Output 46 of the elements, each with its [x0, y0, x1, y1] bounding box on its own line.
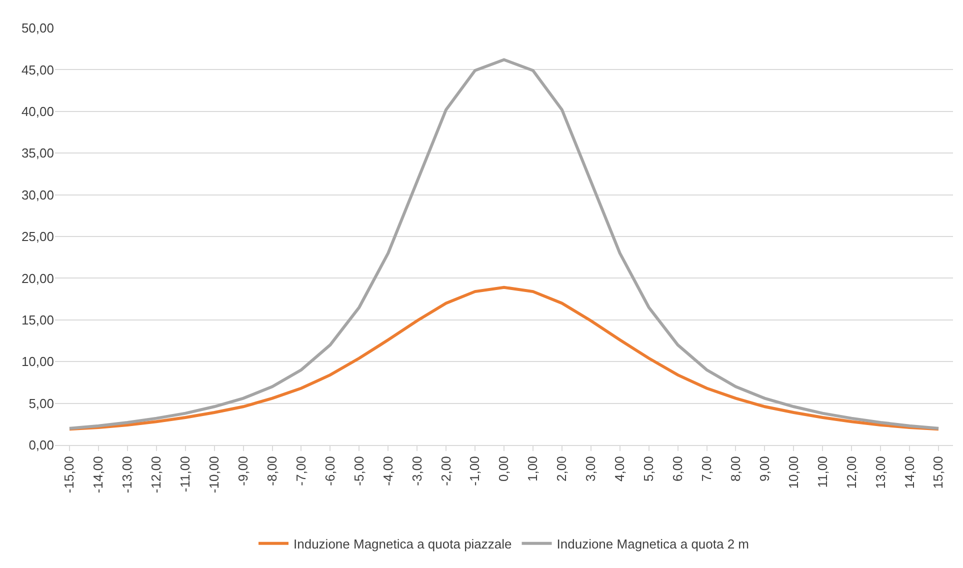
x-tick-label: -1,00	[467, 456, 482, 486]
legend-label: Induzione Magnetica a quota piazzale	[294, 536, 512, 552]
x-tick-label: 9,00	[756, 456, 772, 482]
x-tick-label: -10,00	[206, 456, 222, 494]
y-tick-label: 15,00	[21, 312, 54, 328]
x-tick-label: 5,00	[641, 456, 656, 482]
x-tick-label: -12,00	[148, 456, 164, 494]
x-tick-label: 7,00	[698, 456, 714, 482]
x-tick-label: 10,00	[786, 456, 801, 489]
x-tick-label: 3,00	[583, 456, 598, 482]
x-tick-label: -14,00	[90, 456, 106, 494]
x-tick-label: -13,00	[120, 456, 135, 494]
y-tick-label: 5,00	[28, 396, 54, 411]
y-tick-label: 45,00	[21, 62, 54, 78]
legend-label: Induzione Magnetica a quota 2 m	[556, 536, 750, 552]
x-tick-label: -4,00	[380, 456, 396, 486]
x-tick-label: 2,00	[554, 456, 570, 482]
x-tick-label: 15,00	[930, 456, 946, 489]
x-tick-label: -6,00	[322, 456, 338, 486]
y-tick-label: 10,00	[21, 354, 54, 370]
x-tick-label: 1,00	[525, 456, 540, 482]
x-tick-label: 12,00	[844, 456, 859, 489]
y-tick-label: 35,00	[21, 146, 54, 161]
x-tick-label: 4,00	[612, 456, 628, 482]
x-tick-label: 13,00	[872, 456, 888, 489]
x-tick-label: -5,00	[351, 456, 366, 486]
x-tick-label: -2,00	[438, 456, 454, 486]
x-tick-label: 8,00	[728, 456, 743, 482]
x-tick-label: 11,00	[814, 456, 830, 488]
line-series	[68, 58, 940, 430]
y-tick-label: 40,00	[21, 104, 54, 119]
line-series	[68, 286, 940, 431]
x-tick-label: -8,00	[264, 456, 280, 486]
x-tick-label: -15,00	[62, 456, 77, 494]
y-tick-label: 20,00	[21, 270, 54, 286]
x-tick-label: -7,00	[293, 456, 308, 486]
x-tick-label: -11,00	[178, 456, 193, 492]
x-tick-label: 0,00	[496, 456, 512, 482]
x-tick-label: -3,00	[409, 456, 424, 486]
y-tick-label: 0,00	[28, 438, 54, 453]
y-tick-label: 30,00	[21, 187, 54, 202]
y-tick-label: 25,00	[21, 229, 54, 244]
x-tick-label: -9,00	[236, 456, 251, 486]
x-tick-label: 6,00	[670, 456, 686, 482]
y-tick-label: 50,00	[21, 20, 54, 36]
x-tick-label: 14,00	[902, 456, 917, 489]
